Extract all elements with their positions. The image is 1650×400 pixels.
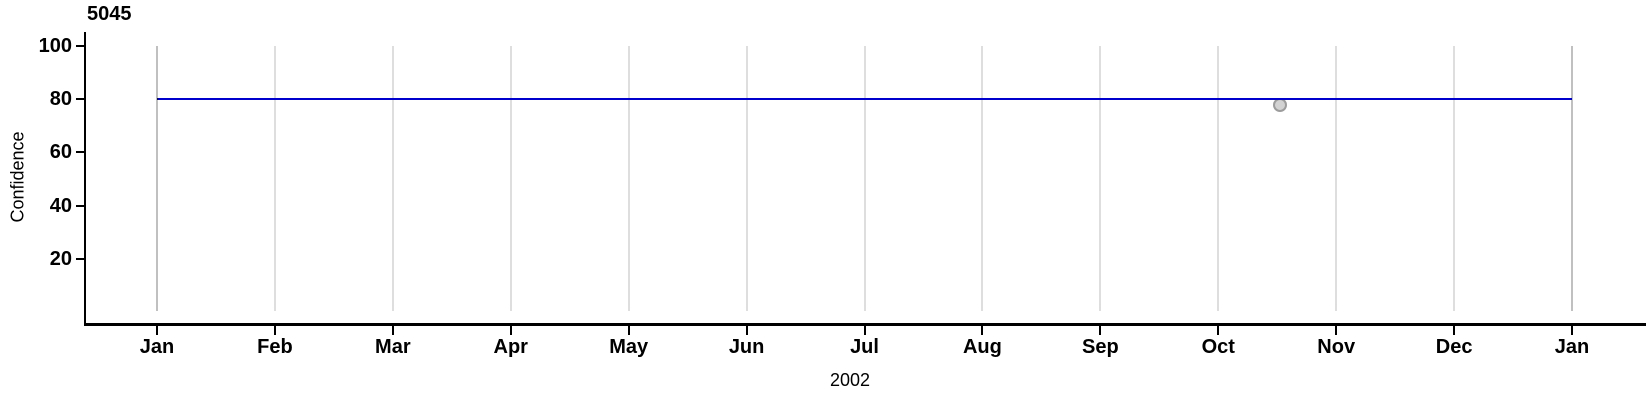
y-tick-label: 60 — [49, 141, 72, 164]
x-tick — [1099, 326, 1102, 335]
x-tick-label: Jun — [728, 336, 765, 358]
x-tick — [1571, 326, 1574, 335]
x-tick — [273, 326, 276, 335]
x-tick-label: Jan — [139, 336, 175, 358]
month-gridline — [981, 46, 984, 311]
y-tick — [76, 257, 85, 260]
y-tick-label: 20 — [49, 247, 72, 270]
y-tick-label: 80 — [49, 88, 72, 111]
x-tick-label: Nov — [1317, 336, 1356, 358]
month-gridline — [1335, 46, 1338, 311]
x-tick-label: Sep — [1082, 336, 1119, 358]
x-tick — [391, 326, 394, 335]
y-tick — [76, 45, 85, 47]
x-tick — [1217, 326, 1220, 335]
month-gridline — [1217, 46, 1220, 311]
x-tick-label: Jan — [1554, 336, 1590, 358]
x-tick — [981, 326, 984, 335]
y-tick — [76, 98, 85, 101]
x-tick-label: May — [609, 336, 649, 358]
x-tick — [509, 326, 512, 335]
month-gridline — [1453, 46, 1456, 311]
x-tick-label: Mar — [375, 336, 411, 358]
month-gridline — [1099, 46, 1102, 311]
reference-line — [157, 98, 1573, 101]
month-gridline — [863, 46, 866, 311]
x-tick — [1335, 326, 1338, 335]
x-tick — [1453, 326, 1456, 335]
x-tick — [863, 326, 866, 335]
month-gridline — [745, 46, 748, 311]
y-tick-label: 100 — [38, 35, 72, 57]
month-gridline — [391, 46, 394, 311]
x-tick-label: Oct — [1201, 336, 1235, 358]
x-tick-label: Feb — [257, 336, 293, 358]
x-tick-label: Jul — [850, 336, 879, 358]
year-gridline — [156, 46, 158, 311]
y-axis-line — [84, 32, 86, 325]
x-tick-label: Apr — [493, 336, 528, 358]
x-axis-line — [84, 323, 1646, 326]
x-tick-label: Aug — [962, 336, 1002, 358]
panel-title: 5045 — [87, 3, 132, 25]
month-gridline — [627, 46, 630, 311]
month-gridline — [509, 46, 512, 311]
x-tick — [745, 326, 748, 335]
x-tick — [627, 326, 630, 335]
year-gridline — [1571, 46, 1574, 311]
x-axis-title: 2002 — [829, 370, 871, 390]
x-tick — [156, 326, 158, 335]
y-tick — [76, 204, 85, 207]
x-tick-label: Dec — [1435, 336, 1473, 358]
y-tick-label: 40 — [49, 194, 72, 217]
month-gridline — [273, 46, 276, 311]
y-tick — [76, 151, 85, 154]
